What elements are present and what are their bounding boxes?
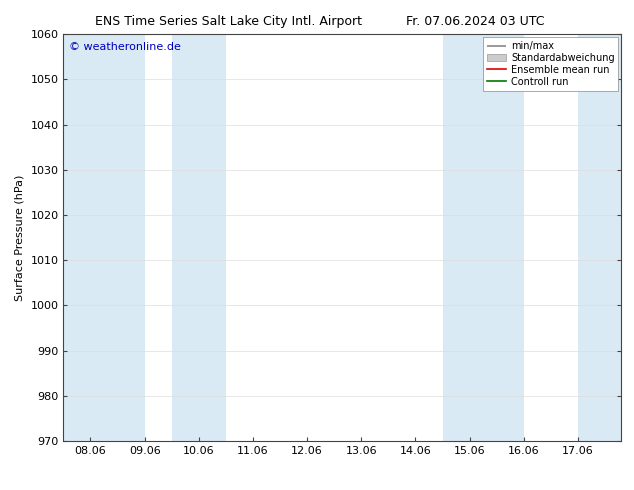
Text: Fr. 07.06.2024 03 UTC: Fr. 07.06.2024 03 UTC bbox=[406, 15, 545, 28]
Bar bbox=[172, 34, 226, 441]
Text: © weatheronline.de: © weatheronline.de bbox=[69, 43, 181, 52]
Legend: min/max, Standardabweichung, Ensemble mean run, Controll run: min/max, Standardabweichung, Ensemble me… bbox=[482, 37, 618, 91]
Text: ENS Time Series Salt Lake City Intl. Airport: ENS Time Series Salt Lake City Intl. Air… bbox=[94, 15, 362, 28]
Bar bbox=[578, 34, 621, 441]
Bar bbox=[63, 34, 145, 441]
Y-axis label: Surface Pressure (hPa): Surface Pressure (hPa) bbox=[15, 174, 25, 301]
Bar bbox=[443, 34, 524, 441]
